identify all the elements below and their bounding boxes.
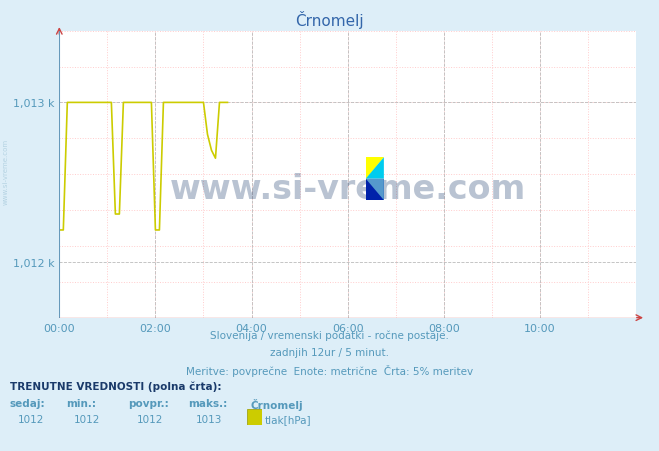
Text: Meritve: povprečne  Enote: metrične  Črta: 5% meritev: Meritve: povprečne Enote: metrične Črta:… bbox=[186, 364, 473, 377]
Text: Črnomelj: Črnomelj bbox=[250, 398, 303, 410]
Text: www.si-vreme.com: www.si-vreme.com bbox=[2, 138, 9, 204]
Text: sedaj:: sedaj: bbox=[10, 398, 45, 408]
Text: Slovenija / vremenski podatki - ročne postaje.: Slovenija / vremenski podatki - ročne po… bbox=[210, 330, 449, 341]
Polygon shape bbox=[366, 179, 384, 201]
Text: 1012: 1012 bbox=[18, 414, 44, 424]
Polygon shape bbox=[366, 179, 384, 201]
Text: zadnjih 12ur / 5 minut.: zadnjih 12ur / 5 minut. bbox=[270, 347, 389, 357]
Polygon shape bbox=[366, 158, 384, 179]
Text: min.:: min.: bbox=[66, 398, 96, 408]
Text: www.si-vreme.com: www.si-vreme.com bbox=[169, 173, 526, 206]
Text: Črnomelj: Črnomelj bbox=[295, 11, 364, 29]
Text: tlak[hPa]: tlak[hPa] bbox=[265, 414, 312, 424]
Text: 1013: 1013 bbox=[196, 414, 222, 424]
Text: 1012: 1012 bbox=[74, 414, 100, 424]
Text: 1012: 1012 bbox=[136, 414, 163, 424]
Text: povpr.:: povpr.: bbox=[129, 398, 169, 408]
Text: maks.:: maks.: bbox=[188, 398, 227, 408]
Text: TRENUTNE VREDNOSTI (polna črta):: TRENUTNE VREDNOSTI (polna črta): bbox=[10, 381, 221, 391]
Polygon shape bbox=[366, 158, 384, 179]
